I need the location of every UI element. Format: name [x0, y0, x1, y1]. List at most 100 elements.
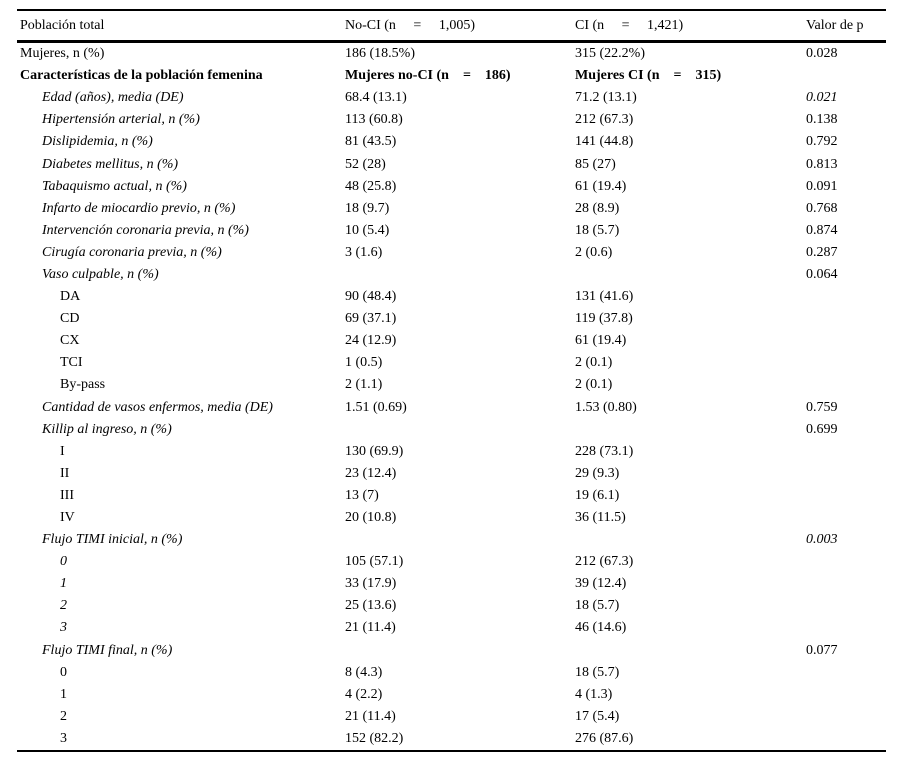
row-label: Intervención coronaria previa, n (%) — [42, 223, 249, 238]
ci-value: 19 (6.1) — [575, 488, 620, 503]
ci-value: 28 (8.9) — [575, 201, 620, 216]
ci-value: 18 (5.7) — [575, 665, 620, 680]
row-label: Flujo TIMI inicial, n (%) — [42, 533, 183, 548]
no-ci-value: 2 (1.1) — [345, 378, 383, 393]
row-label: Edad (años), media (DE) — [42, 91, 184, 106]
no-ci-value: 69 (37.1) — [345, 312, 397, 327]
row-label: Flujo TIMI final, n (%) — [42, 643, 173, 658]
ci-value: 85 (27) — [575, 157, 616, 172]
ci-value: 4 (1.3) — [575, 687, 613, 702]
ci-value: 71.2 (13.1) — [575, 91, 637, 106]
row-label: 0 — [60, 665, 67, 680]
ci-value: 1.53 (0.80) — [575, 400, 637, 415]
row-label: 1 — [60, 577, 67, 592]
ci-value: 29 (9.3) — [575, 466, 620, 481]
no-ci-value: 3 (1.6) — [345, 245, 383, 260]
table-row: Edad (años), media (DE) 68.4 (13.1) 71.2 (… — [17, 87, 886, 109]
table-row: Diabetes mellitus, n (%) 52 (28) 85 (27) 0.… — [17, 153, 886, 175]
p-value: 0.091 — [806, 179, 838, 194]
no-ci-value: 8 (4.3) — [345, 665, 383, 680]
ci-value: 39 (12.4) — [575, 577, 627, 592]
row-label: 2 — [60, 599, 67, 614]
row-label: DA — [60, 290, 81, 305]
row-label: 3 — [60, 731, 67, 746]
p-value: 0.792 — [806, 135, 838, 150]
header-valor-de-p: Valor de p — [806, 18, 864, 33]
table-row: Cantidad de vasos enfermos, media (DE) 1.… — [17, 397, 886, 419]
table-row: 1 4 (2.2) 4 (1.3) — [17, 684, 886, 706]
no-ci-value: 21 (11.4) — [345, 621, 396, 636]
table-row: 0 8 (4.3) 18 (5.7) — [17, 662, 886, 684]
ci-value: 119 (37.8) — [575, 312, 633, 327]
table-row: Flujo TIMI inicial, n (%) 0.003 — [17, 529, 886, 551]
table-row: Killip al ingreso, n (%) 0.699 — [17, 419, 886, 441]
no-ci-value: 90 (48.4) — [345, 290, 397, 305]
row-label: IV — [60, 511, 75, 526]
row-label: I — [60, 444, 65, 459]
table-row: TCI 1 (0.5) 2 (0.1) — [17, 352, 886, 374]
row-label: 2 — [60, 709, 67, 724]
table-header-row: Población total No-CI (n = 1,005) CI (n … — [17, 9, 886, 43]
p-value: 0.003 — [806, 533, 838, 548]
table-row: Flujo TIMI final, n (%) 0.077 — [17, 640, 886, 662]
no-ci-value: 152 (82.2) — [345, 731, 404, 746]
table-body: Mujeres, n (%) 186 (18.5%) 315 (22.2%) 0.02… — [17, 43, 886, 752]
p-value: 0.699 — [806, 422, 838, 437]
row-label: Hipertensión arterial, n (%) — [42, 113, 200, 128]
table-row: Mujeres, n (%) 186 (18.5%) 315 (22.2%) 0.02… — [17, 43, 886, 65]
table-row: Cirugía coronaria previa, n (%) 3 (1.6) 2 … — [17, 242, 886, 264]
table-row: I 130 (69.9) 228 (73.1) — [17, 441, 886, 463]
no-ci-value: 23 (12.4) — [345, 466, 397, 481]
p-value: 0.028 — [806, 47, 838, 62]
p-value: 0.064 — [806, 267, 838, 282]
table-row: III 13 (7) 19 (6.1) — [17, 485, 886, 507]
row-label: Diabetes mellitus, n (%) — [42, 157, 179, 172]
row-label: Cirugía coronaria previa, n (%) — [42, 245, 222, 260]
ci-value: 61 (19.4) — [575, 179, 627, 194]
no-ci-value: 1 (0.5) — [345, 356, 383, 371]
ci-value: Mujeres CI (n = 315) — [575, 69, 722, 84]
row-label: Tabaquismo actual, n (%) — [42, 179, 187, 194]
header-ci: CI (n = 1,421) — [575, 18, 684, 33]
ci-value: 276 (87.6) — [575, 731, 634, 746]
no-ci-value: 24 (12.9) — [345, 334, 397, 349]
ci-value: 212 (67.3) — [575, 113, 634, 128]
table-row: Infarto de miocardio previo, n (%) 18 (9.… — [17, 198, 886, 220]
row-label: III — [60, 488, 74, 503]
table-row: CX 24 (12.9) 61 (19.4) — [17, 330, 886, 352]
ci-value: 18 (5.7) — [575, 223, 620, 238]
no-ci-value: 48 (25.8) — [345, 179, 397, 194]
row-label: TCI — [60, 356, 83, 371]
no-ci-value: 130 (69.9) — [345, 444, 404, 459]
table-row: Dislipidemia, n (%) 81 (43.5) 141 (44.8) 0.… — [17, 131, 886, 153]
table-row: 3 21 (11.4) 46 (14.6) — [17, 617, 886, 639]
ci-value: 17 (5.4) — [575, 709, 620, 724]
ci-value: 46 (14.6) — [575, 621, 627, 636]
p-value: 0.287 — [806, 245, 838, 260]
no-ci-value: 10 (5.4) — [345, 223, 390, 238]
no-ci-value: 186 (18.5%) — [345, 47, 415, 62]
no-ci-value: 18 (9.7) — [345, 201, 390, 216]
table-row: 2 21 (11.4) 17 (5.4) — [17, 706, 886, 728]
p-value: 0.138 — [806, 113, 838, 128]
row-label: II — [60, 466, 70, 481]
row-label: CX — [60, 334, 80, 349]
p-value: 0.021 — [806, 91, 838, 106]
table-row: 0 105 (57.1) 212 (67.3) — [17, 551, 886, 573]
table-row: Intervención coronaria previa, n (%) 10 (… — [17, 220, 886, 242]
p-value: 0.077 — [806, 643, 838, 658]
ci-value: 61 (19.4) — [575, 334, 627, 349]
table-row: II 23 (12.4) 29 (9.3) — [17, 463, 886, 485]
ci-value: 141 (44.8) — [575, 135, 634, 150]
row-label: CD — [60, 312, 80, 327]
ci-value: 212 (67.3) — [575, 555, 634, 570]
table-row: IV 20 (10.8) 36 (11.5) — [17, 507, 886, 529]
ci-value: 315 (22.2%) — [575, 47, 645, 62]
table-row: 1 33 (17.9) 39 (12.4) — [17, 573, 886, 595]
no-ci-value: 13 (7) — [345, 488, 379, 503]
row-label: 0 — [60, 555, 67, 570]
table-row: 2 25 (13.6) 18 (5.7) — [17, 595, 886, 617]
ci-value: 2 (0.6) — [575, 245, 613, 260]
table-row: By-pass 2 (1.1) 2 (0.1) — [17, 374, 886, 396]
p-value: 0.768 — [806, 201, 838, 216]
